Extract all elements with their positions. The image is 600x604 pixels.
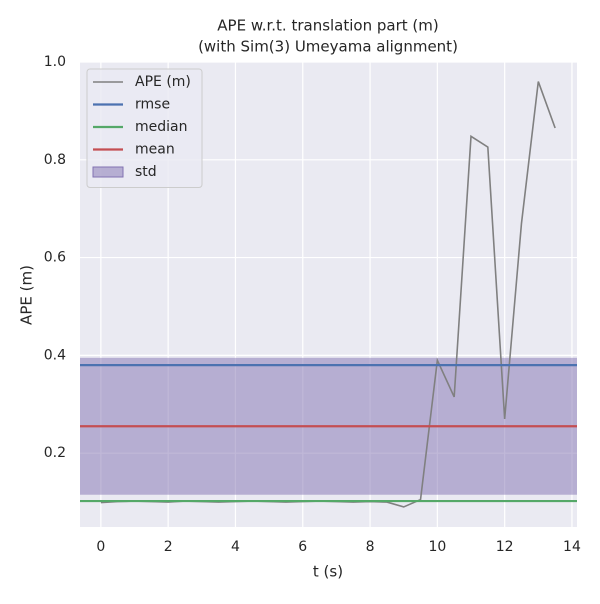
legend-label: rmse <box>135 97 170 113</box>
legend-swatch <box>92 166 124 178</box>
x-tick-label: 14 <box>563 539 581 555</box>
x-tick-label: 4 <box>231 539 240 555</box>
legend-label: mean <box>135 142 175 158</box>
y-tick-label: 0.8 <box>44 152 66 168</box>
x-tick-label: 12 <box>496 539 514 555</box>
x-tick-label: 8 <box>366 539 375 555</box>
legend-box <box>86 68 203 188</box>
chart-subtitle: (with Sim(3) Umeyama alignment) <box>198 38 458 56</box>
y-axis-label: APE (m) <box>18 265 36 325</box>
plot-area <box>80 81 577 508</box>
y-tick-label: 0.4 <box>44 347 66 363</box>
y-tick-label: 0.2 <box>44 445 66 461</box>
chart-title: APE w.r.t. translation part (m) <box>217 17 438 35</box>
y-tick-label: 1.0 <box>44 54 66 70</box>
legend-label: std <box>135 164 157 180</box>
x-tick-label: 10 <box>428 539 446 555</box>
y-tick-label: 0.6 <box>44 250 66 266</box>
x-axis-label: t (s) <box>313 563 343 581</box>
legend-label: APE (m) <box>135 74 191 90</box>
x-tick-label: 2 <box>164 539 173 555</box>
x-tick-label: 0 <box>96 539 105 555</box>
legend-label: median <box>135 119 187 135</box>
x-tick-label: 6 <box>298 539 307 555</box>
